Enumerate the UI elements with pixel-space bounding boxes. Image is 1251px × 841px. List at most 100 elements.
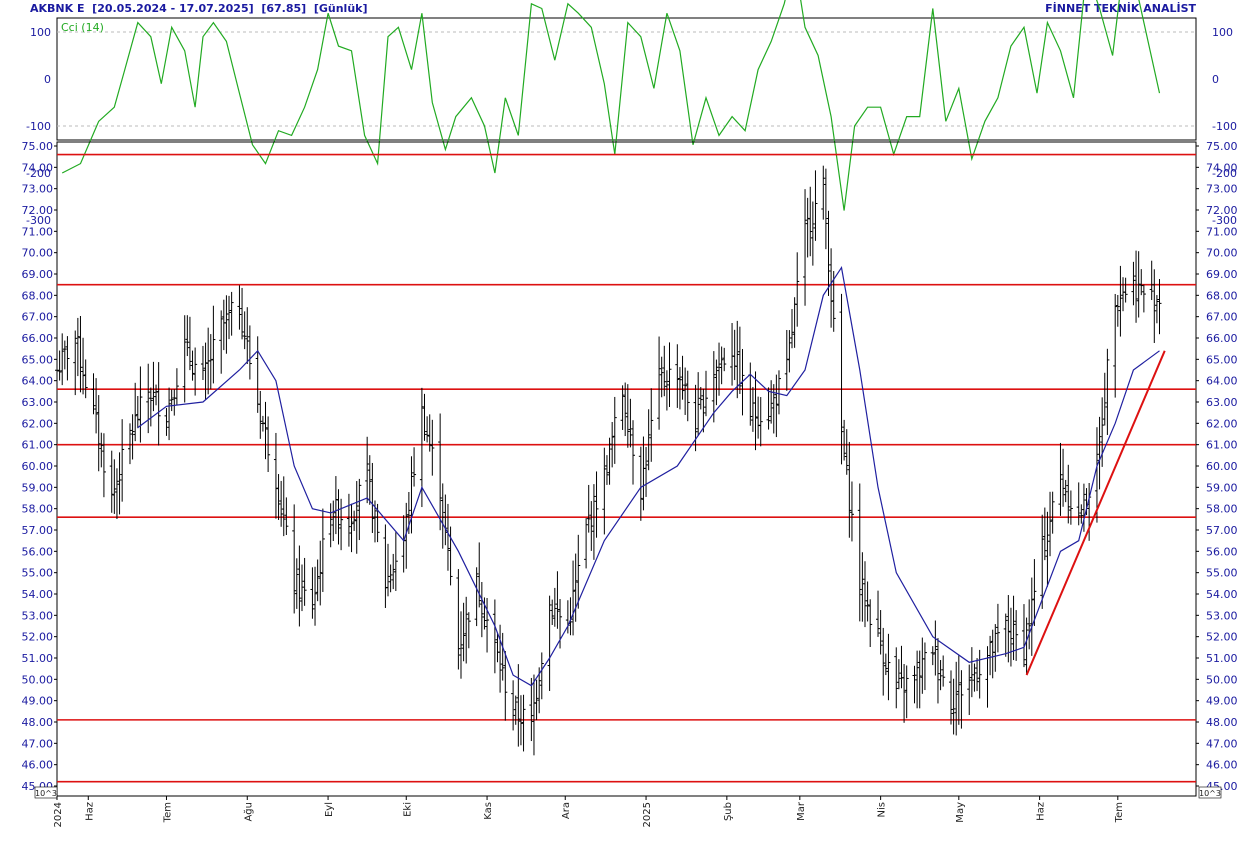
- ohlc-bar: [1027, 599, 1032, 650]
- ohlc-bar: [1008, 607, 1013, 667]
- ohlc-bar: [156, 362, 161, 446]
- ohlc-bar: [346, 493, 351, 547]
- ohlc-bar: [281, 476, 286, 537]
- ohlc-bar: [675, 344, 680, 408]
- ohlc-bar: [1068, 490, 1073, 525]
- cci-series-line: [61, 0, 1161, 211]
- price-ytick-right: 66.00: [1206, 332, 1238, 345]
- trend-line: [1025, 350, 1166, 676]
- ohlc-bar: [370, 462, 375, 534]
- price-ytick-left: 69.00: [22, 268, 54, 281]
- price-ytick-left: 52.00: [22, 631, 54, 644]
- ohlc-bar: [951, 678, 956, 735]
- ohlc-bar: [1006, 595, 1011, 663]
- ohlc-bar: [862, 561, 867, 628]
- ohlc-bar: [521, 694, 526, 752]
- ohlc-bar: [917, 650, 922, 709]
- price-ytick-left: 68.00: [22, 289, 54, 302]
- ohlc-bar: [711, 351, 716, 423]
- ohlc-bar: [657, 336, 662, 430]
- ohlc-bar: [1076, 482, 1081, 526]
- ohlc-bar: [172, 389, 177, 416]
- cci-ytick-left: -100: [26, 120, 51, 133]
- ohlc-bar: [1063, 479, 1068, 503]
- ohlc-bar: [445, 503, 450, 571]
- date-axis: 2024 Haz Tem Ağu Eyl Eki Kas Ara 2025 Şub Mar Nis Ma…: [53, 796, 1125, 827]
- price-ytick-right: 71.00: [1206, 225, 1238, 238]
- ohlc-bar: [787, 330, 792, 373]
- ohlc-bar: [774, 374, 779, 438]
- ohlc-bar: [1121, 277, 1126, 312]
- ohlc-bar: [933, 620, 938, 676]
- ohlc-bar: [138, 366, 143, 443]
- ohlc-bar: [313, 566, 318, 626]
- ohlc-bar: [1139, 269, 1144, 296]
- cci-ytick-right: -100: [1212, 120, 1237, 133]
- xaxis-tick-label: 2025: [642, 802, 653, 827]
- xaxis-tick-label: Haz: [1036, 802, 1047, 821]
- ohlc-bar: [99, 432, 104, 468]
- price-ytick-right: 75.00: [1206, 140, 1238, 153]
- price-ytick-right: 68.00: [1206, 289, 1238, 302]
- xaxis-tick-label: Nis: [877, 802, 888, 817]
- ohlc-bar: [803, 189, 808, 306]
- ohlc-bar: [915, 650, 920, 709]
- ohlc-bar: [969, 647, 974, 698]
- ohlc-bar: [443, 494, 448, 546]
- ohlc-bar: [511, 680, 516, 731]
- ohlc-bar: [894, 647, 899, 709]
- price-ytick-left: 74.00: [22, 161, 54, 174]
- ohlc-bar: [516, 664, 521, 747]
- ohlc-bar: [91, 373, 96, 415]
- price-ytick-right: 51.00: [1206, 652, 1238, 665]
- ohlc-bar: [1118, 265, 1123, 337]
- ohlc-bar: [60, 333, 65, 386]
- ohlc-bar: [386, 543, 391, 597]
- ohlc-bar: [352, 510, 357, 531]
- price-ytick-left: 60.00: [22, 460, 54, 473]
- ohlc-bar: [81, 337, 86, 395]
- price-ytick-left: 50.00: [22, 673, 54, 686]
- ohlc-bar: [482, 597, 487, 630]
- ohlc-bar: [904, 665, 909, 719]
- ohlc-bar: [995, 603, 1000, 653]
- ohlc-bar: [73, 330, 78, 396]
- ohlc-bar: [146, 363, 151, 434]
- ohlc-bar: [1066, 464, 1071, 524]
- ohlc-bar: [790, 309, 795, 349]
- ohlc-bar: [857, 483, 862, 622]
- ohlc-bar: [899, 645, 904, 689]
- xaxis-tick-label: Haz: [84, 802, 95, 821]
- price-ytick-left: 71.00: [22, 225, 54, 238]
- ohlc-bar: [1141, 284, 1146, 313]
- price-ytick-right: 46.00: [1206, 759, 1238, 772]
- price-ytick-left: 56.00: [22, 545, 54, 558]
- ohlc-bar: [646, 409, 651, 471]
- ohlc-bar: [393, 532, 398, 591]
- ohlc-bar: [685, 370, 690, 422]
- ohlc-bar: [623, 382, 628, 437]
- ohlc-bar: [221, 299, 226, 351]
- ohlc-bar: [539, 652, 544, 700]
- ohlc-bar: [847, 441, 852, 538]
- ohlc-bar: [1061, 448, 1066, 507]
- ohlc-bar: [247, 325, 252, 380]
- ohlc-bar: [174, 368, 179, 405]
- ohlc-bar: [339, 498, 344, 551]
- ohlc-bar: [784, 329, 789, 391]
- ohlc-bar: [920, 637, 925, 694]
- price-ytick-left: 48.00: [22, 716, 54, 729]
- ohlc-bar: [229, 291, 234, 336]
- cci-ytick-left: 100: [30, 26, 51, 39]
- xaxis-tick-label: Eyl: [324, 802, 335, 817]
- ohlc-bar: [604, 455, 609, 485]
- ohlc-bar: [273, 432, 278, 519]
- ohlc-bar: [1136, 251, 1141, 318]
- ohlc-bar: [1131, 261, 1136, 306]
- ohlc-bar: [1040, 514, 1045, 609]
- ohlc-bar: [701, 388, 706, 433]
- ohlc-bar: [1048, 491, 1053, 557]
- ohlc-bar: [766, 387, 771, 430]
- ohlc-bar: [1152, 269, 1157, 343]
